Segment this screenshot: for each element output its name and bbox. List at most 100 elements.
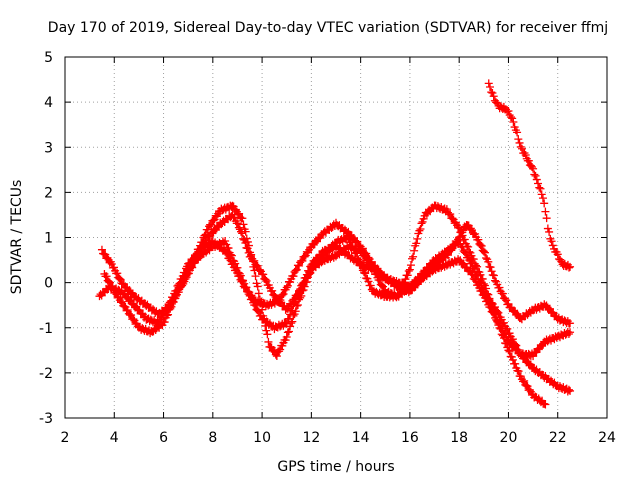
data-point: [532, 175, 541, 184]
data-point: [226, 250, 235, 259]
x-tick-label: 2: [61, 430, 70, 446]
data-point: [290, 295, 299, 304]
data-point: [511, 340, 520, 349]
data-point: [284, 327, 293, 336]
data-point: [520, 149, 529, 158]
data-point: [503, 324, 512, 333]
data-point: [486, 263, 495, 272]
data-point: [97, 245, 106, 254]
data-point: [123, 306, 132, 315]
data-point: [516, 142, 525, 151]
x-tick-label: 10: [253, 430, 271, 446]
data-point: [460, 248, 469, 257]
data-point: [504, 346, 513, 355]
data-point: [404, 266, 413, 275]
data-point: [524, 156, 533, 165]
data-point: [224, 244, 233, 253]
data-point: [469, 255, 478, 264]
data-point: [420, 272, 429, 281]
data-point: [164, 310, 173, 319]
data-point: [102, 272, 111, 281]
data-point: [262, 326, 271, 335]
data-point: [272, 352, 281, 361]
data-point: [129, 315, 138, 324]
data-point: [566, 262, 575, 271]
plot-frame: [64, 56, 608, 419]
data-point: [221, 237, 230, 246]
data-point: [235, 269, 244, 278]
data-point: [474, 235, 483, 244]
data-point: [459, 259, 468, 268]
data-point: [199, 241, 208, 250]
data-point: [504, 106, 513, 115]
data-point: [113, 269, 122, 278]
data-point: [460, 235, 469, 244]
data-point: [528, 163, 537, 172]
data-point: [566, 319, 575, 328]
data-point: [298, 256, 307, 265]
data-point: [263, 330, 272, 339]
data-point: [541, 400, 550, 409]
data-point: [525, 385, 534, 394]
y-tick-label: 3: [44, 140, 53, 156]
data-point: [104, 277, 113, 286]
data-point: [541, 207, 550, 216]
y-tick-label: -3: [39, 411, 53, 427]
data-point: [493, 307, 502, 316]
data-point: [466, 224, 475, 233]
data-point: [256, 298, 265, 307]
y-tick-label: -1: [39, 321, 53, 337]
data-point: [127, 311, 136, 320]
data-point: [564, 329, 573, 338]
data-point: [553, 250, 562, 259]
data-point: [291, 266, 300, 275]
data-point: [167, 302, 176, 311]
data-point: [540, 199, 549, 208]
chart-title: Day 170 of 2019, Sidereal Day-to-day VTE…: [48, 20, 608, 36]
data-point: [495, 283, 504, 292]
y-tick-labels: -3 -2 -1 0 1 2 3 4 5: [39, 50, 53, 427]
data-point: [241, 239, 250, 248]
data-point: [346, 238, 355, 247]
data-point: [416, 225, 425, 234]
y-tick-label: 2: [44, 185, 53, 201]
data-point: [513, 128, 522, 137]
data-point: [207, 220, 216, 229]
data-point: [366, 281, 375, 290]
data-point: [518, 144, 527, 153]
data-point: [179, 279, 188, 288]
x-tick-label: 18: [450, 430, 468, 446]
data-point: [529, 164, 538, 173]
data-point: [479, 247, 488, 256]
data-point: [473, 271, 482, 280]
data-point: [299, 278, 308, 287]
data-point: [446, 210, 455, 219]
data-point: [508, 114, 517, 123]
data-point: [529, 352, 538, 361]
data-point: [484, 79, 493, 88]
data-point: [233, 263, 242, 272]
data-point: [498, 289, 507, 298]
data-point: [279, 290, 288, 299]
x-tick-label: 8: [208, 430, 217, 446]
data-point: [482, 289, 491, 298]
data-point: [447, 246, 456, 255]
data-point: [505, 329, 514, 338]
data-point: [484, 257, 493, 266]
data-point: [289, 272, 298, 281]
data-point: [286, 310, 295, 319]
data-point: [409, 252, 418, 261]
data-point: [295, 261, 304, 270]
data-point: [531, 171, 540, 180]
data-point: [514, 135, 523, 144]
data-point: [288, 306, 297, 315]
data-point: [377, 281, 386, 290]
data-point: [480, 248, 489, 257]
data-point: [489, 271, 498, 280]
data-point: [476, 270, 485, 279]
data-point: [275, 347, 284, 356]
data-point: [289, 311, 298, 320]
data-point: [364, 277, 373, 286]
data-point: [236, 271, 245, 280]
data-point: [530, 170, 539, 179]
